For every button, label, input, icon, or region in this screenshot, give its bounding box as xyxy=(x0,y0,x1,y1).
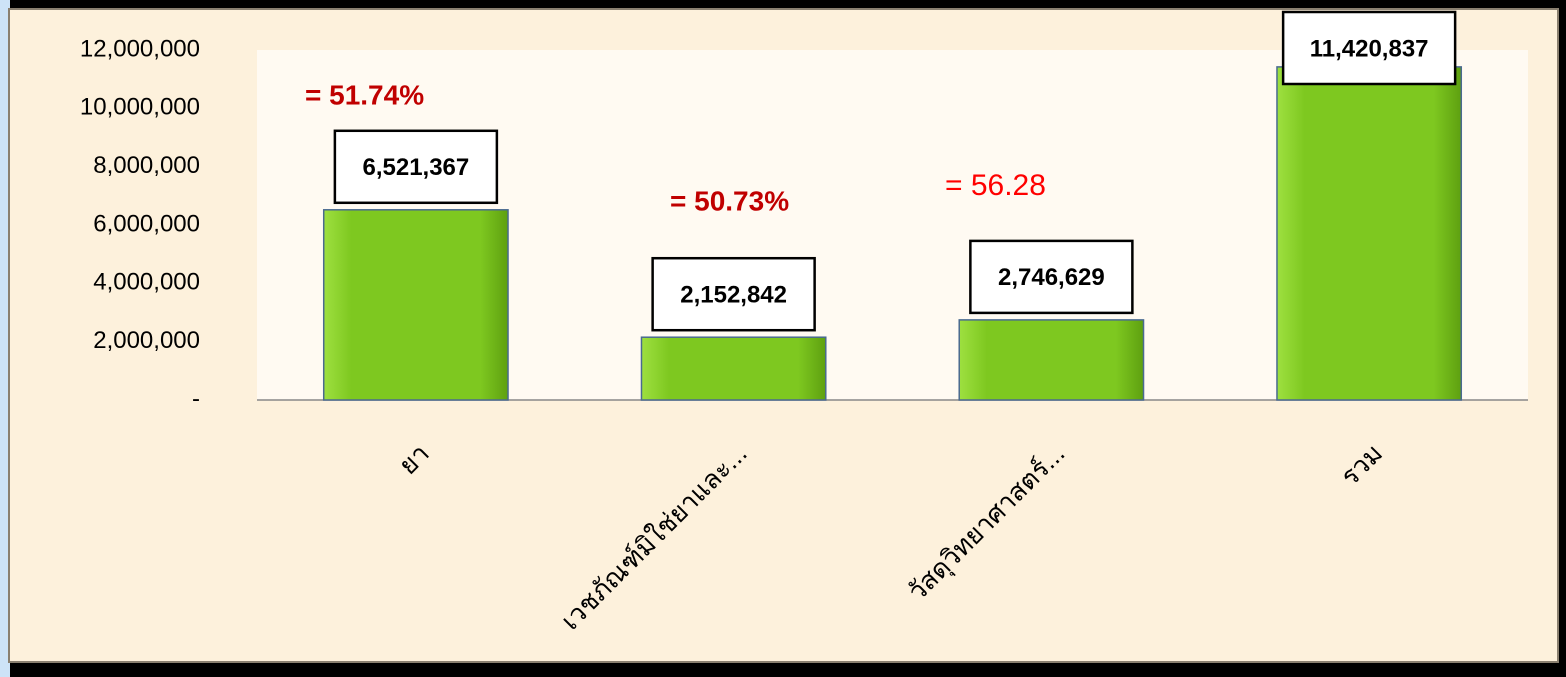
y-tick-label: 2,000,000 xyxy=(93,327,200,354)
bar xyxy=(1276,66,1463,401)
value-label: 11,420,837 xyxy=(1310,35,1429,62)
y-tick-label: - xyxy=(192,385,200,412)
value-label-box xyxy=(969,239,1134,315)
y-tick-label: 6,000,000 xyxy=(93,210,200,237)
side-strip xyxy=(0,0,10,677)
bar xyxy=(640,336,827,401)
value-label: 2,746,629 xyxy=(998,264,1105,291)
y-tick-label: 4,000,000 xyxy=(93,269,200,296)
value-label: 6,521,367 xyxy=(362,154,469,181)
value-label-box xyxy=(1281,10,1457,86)
value-label-box xyxy=(333,129,499,205)
y-tick-label: 8,000,000 xyxy=(93,152,200,179)
y-tick-label: 10,000,000 xyxy=(80,94,200,121)
bar xyxy=(322,209,509,401)
annotation: = 51.74% xyxy=(305,79,424,110)
annotation: = 50.73% xyxy=(670,185,789,216)
annotation: = 56.28 xyxy=(945,169,1046,202)
value-label-box xyxy=(651,256,816,332)
value-label: 2,152,842 xyxy=(680,282,787,309)
bar xyxy=(958,319,1145,401)
y-tick-label: 12,000,000 xyxy=(80,35,200,62)
